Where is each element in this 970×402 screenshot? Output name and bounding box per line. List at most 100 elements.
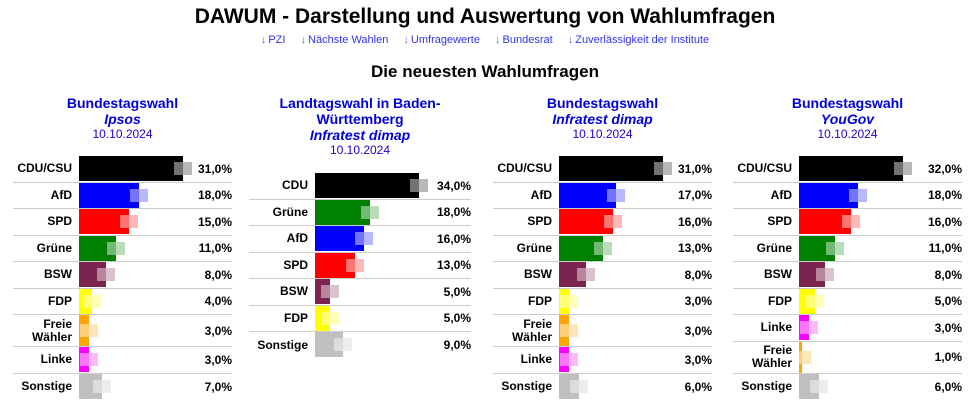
- arrow-down-icon: ↓: [260, 34, 267, 46]
- party-label: Linke: [520, 352, 552, 367]
- nav-link-naechste-wahlen[interactable]: ↓ Nächste Wahlen: [301, 34, 389, 46]
- vote-share-bar: [799, 182, 858, 208]
- margin-of-error-marker: [321, 311, 331, 325]
- party-row: Grüne 11,0%: [733, 235, 962, 262]
- margin-of-error-marker: [354, 258, 364, 272]
- margin-of-error-marker: [419, 179, 428, 192]
- margin-of-error-marker: [120, 215, 130, 228]
- party-label: CDU: [282, 178, 308, 193]
- vote-share-value: 6,0%: [934, 379, 962, 394]
- nav-link-label: Nächste Wahlen: [308, 34, 389, 46]
- vote-share-bar: [559, 373, 580, 399]
- margin-of-error-marker: [616, 188, 626, 202]
- election-link[interactable]: Landtagswahl in Baden-Württemberg: [279, 95, 441, 127]
- party-label: CDU/CSU: [737, 161, 792, 176]
- party-row: Sonstige 6,0%: [733, 373, 962, 401]
- margin-of-error-marker: [799, 321, 809, 334]
- margin-of-error-marker: [842, 215, 851, 228]
- margin-of-error-marker: [663, 162, 672, 175]
- margin-of-error-marker: [569, 324, 579, 337]
- nav-link-zuverlaessigkeit[interactable]: ↓ Zuverlässigkeit der Institute: [568, 34, 709, 46]
- vote-share-value: 18,0%: [436, 205, 471, 220]
- poll-header: Landtagswahl in Baden-Württemberg Infrat…: [249, 95, 471, 157]
- party-label: Sonstige: [501, 379, 552, 394]
- institute-link[interactable]: Infratest dimap: [309, 127, 411, 143]
- margin-of-error-marker: [848, 188, 858, 202]
- vote-share-value: 5,0%: [443, 311, 471, 326]
- vote-share-value: 34,0%: [436, 178, 471, 193]
- margin-of-error-marker: [576, 268, 586, 281]
- margin-of-error-marker: [130, 188, 140, 202]
- nav-link-bundesrat[interactable]: ↓ Bundesrat: [495, 34, 553, 46]
- institute-link[interactable]: YouGov: [820, 111, 875, 127]
- party-row: CDU/CSU 31,0%: [13, 156, 232, 183]
- vote-share-value: 3,0%: [204, 352, 232, 367]
- party-row: CDU/CSU 32,0%: [733, 156, 962, 183]
- vote-share-value: 15,0%: [197, 214, 232, 229]
- vote-share-bar: [559, 288, 570, 314]
- margin-of-error-marker: [585, 268, 595, 281]
- vote-share-bar: [79, 156, 183, 181]
- party-label: AfD: [530, 187, 552, 202]
- poll-header: Bundestagswahl Infratest dimap 10.10.202…: [493, 95, 712, 141]
- vote-share-bar: [799, 235, 835, 261]
- election-link[interactable]: Bundestagswahl: [66, 95, 179, 111]
- party-label: Freie Wähler: [31, 316, 72, 344]
- poll-date: 10.10.2024: [572, 127, 633, 141]
- party-label: Sonstige: [741, 379, 792, 394]
- poll-header: Bundestagswahl Ipsos 10.10.2024: [13, 95, 232, 141]
- institute-link[interactable]: Infratest dimap: [552, 111, 653, 127]
- vote-share-bar: [559, 182, 617, 208]
- vote-share-value: 18,0%: [927, 188, 962, 203]
- margin-of-error-marker: [560, 294, 570, 308]
- vote-share-value: 1,0%: [934, 350, 962, 364]
- party-row: AfD 16,0%: [249, 226, 471, 253]
- nav-link-pzi[interactable]: ↓ PZI: [261, 34, 286, 46]
- vote-share-value: 16,0%: [436, 231, 471, 246]
- vote-share-bar: [559, 262, 586, 287]
- margin-of-error-marker: [603, 215, 613, 228]
- party-row: Grüne 18,0%: [249, 199, 471, 226]
- party-label: FDP: [768, 293, 792, 308]
- margin-of-error-marker: [857, 188, 867, 202]
- election-link[interactable]: Bundestagswahl: [791, 95, 904, 111]
- nav-link-label: Bundesrat: [502, 34, 553, 46]
- margin-of-error-marker: [809, 379, 819, 393]
- margin-of-error-marker: [410, 179, 419, 192]
- election-link[interactable]: Bundestagswahl: [546, 95, 659, 111]
- section-title: Die neuesten Wahlumfragen: [371, 62, 599, 81]
- margin-of-error-marker: [894, 162, 903, 175]
- party-row: BSW 8,0%: [493, 262, 712, 289]
- vote-share-value: 3,0%: [204, 323, 232, 338]
- vote-share-bar: [79, 288, 93, 314]
- vote-share-bar: [559, 209, 613, 234]
- party-label: SPD: [283, 257, 308, 272]
- margin-of-error-marker: [560, 324, 570, 337]
- party-label: SPD: [527, 214, 552, 229]
- margin-of-error-marker: [818, 379, 828, 393]
- party-row: Freie Wähler 3,0%: [13, 315, 232, 347]
- margin-of-error-marker: [802, 350, 812, 364]
- margin-of-error-marker: [333, 338, 343, 351]
- vote-share-bar: [315, 199, 371, 225]
- party-label: Linke: [40, 352, 72, 367]
- vote-share-value: 8,0%: [204, 267, 232, 282]
- vote-share-bar: [799, 373, 819, 399]
- vote-share-value: 13,0%: [677, 241, 712, 256]
- nav-link-umfragewerte[interactable]: ↓ Umfragewerte: [403, 34, 480, 46]
- party-label: Sonstige: [21, 379, 72, 394]
- poll-panel: Bundestagswahl Ipsos 10.10.2024 CDU/CSU 3…: [13, 95, 232, 400]
- party-label: Freie Wähler: [511, 316, 552, 344]
- margin-of-error-marker: [654, 162, 663, 175]
- vote-share-bar: [799, 262, 825, 287]
- margin-of-error-marker: [93, 379, 103, 393]
- institute-link[interactable]: Ipsos: [104, 111, 141, 127]
- party-label: SPD: [47, 214, 72, 229]
- party-label: Grüne: [516, 240, 552, 255]
- vote-share-value: 18,0%: [197, 188, 232, 203]
- vote-share-value: 5,0%: [934, 294, 962, 309]
- margin-of-error-marker: [612, 215, 622, 228]
- margin-of-error-marker: [83, 294, 93, 308]
- vote-share-bar: [79, 315, 90, 346]
- vote-share-value: 3,0%: [684, 323, 712, 338]
